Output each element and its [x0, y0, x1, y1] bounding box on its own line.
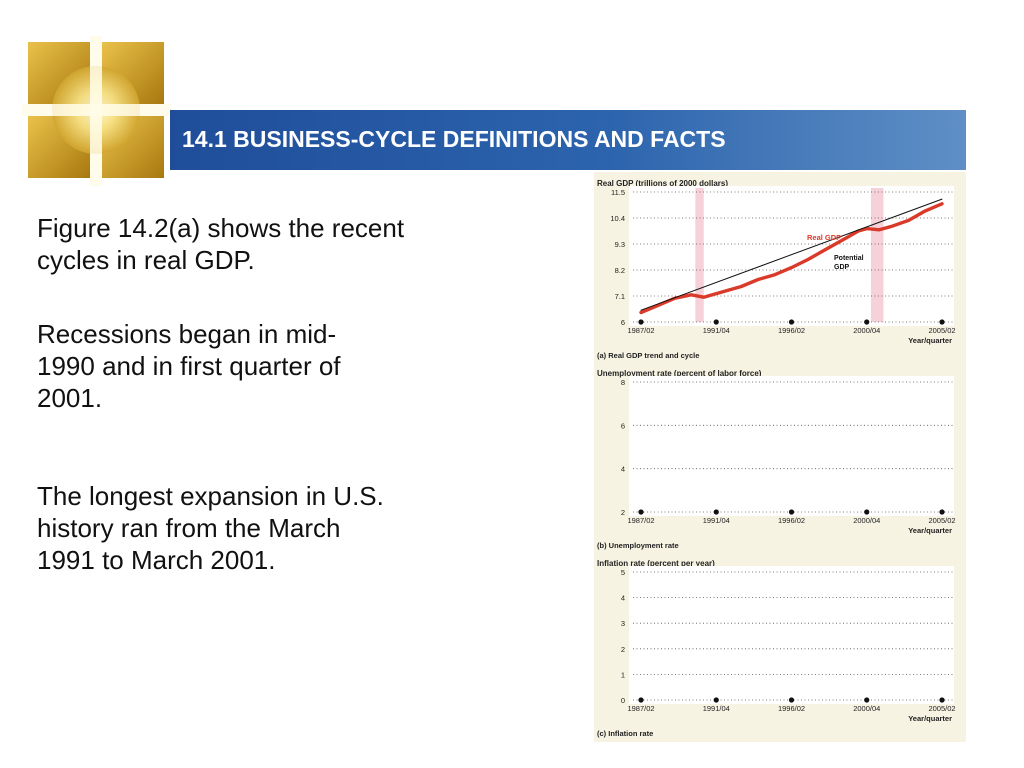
title-banner: 14.1 BUSINESS-CYCLE DEFINITIONS AND FACT…	[170, 110, 966, 170]
x-tick-label: 1991/04	[703, 516, 730, 525]
x-tick-dot	[638, 319, 644, 325]
paragraph-recessions: Recessions began in mid-1990 and in firs…	[37, 319, 341, 413]
panel-caption: (c) Inflation rate	[597, 729, 653, 738]
x-axis-label: Year/quarter	[908, 526, 952, 535]
x-tick-label: 1991/04	[703, 704, 730, 713]
y-tick-label: 11.5	[611, 188, 625, 197]
y-tick-label: 6	[621, 421, 625, 430]
y-tick-label: 9.3	[615, 240, 625, 249]
y-tick-label: 8.2	[615, 266, 625, 275]
x-tick-label: 1987/02	[627, 704, 654, 713]
x-tick-dot	[864, 509, 870, 515]
x-tick-dot	[788, 319, 795, 325]
x-tick-dot	[638, 697, 644, 703]
x-tick-label: 1996/02	[778, 516, 805, 525]
x-tick-dot	[864, 697, 870, 703]
x-tick-label: 2000/04	[853, 704, 880, 713]
real-gdp-line	[639, 202, 944, 315]
y-tick-label: 2	[621, 645, 625, 654]
y-tick-label: 4	[621, 594, 625, 603]
y-tick-label: 10.4	[610, 214, 625, 223]
series-label-real-gdp: Real GDP	[807, 233, 841, 242]
x-tick-dot	[788, 509, 795, 515]
recession-band	[870, 188, 884, 322]
x-axis-label: Year/quarter	[908, 336, 952, 345]
paragraph-expansion: The longest expansion in U.S. history ra…	[37, 481, 384, 575]
y-tick-label: 7.1	[615, 292, 625, 301]
panel-header: Inflation rate (percent per year)	[597, 559, 715, 568]
x-tick-dot	[939, 697, 945, 703]
panel-caption: (a) Real GDP trend and cycle	[597, 351, 699, 360]
panel-header: Real GDP (trillions of 2000 dollars)	[597, 179, 728, 188]
panel-header: Unemployment rate (percent of labor forc…	[597, 369, 762, 378]
x-tick-label: 2005/02	[928, 704, 955, 713]
x-tick-label: 1987/02	[627, 516, 654, 525]
x-tick-dot	[713, 697, 719, 703]
x-tick-dot	[638, 509, 644, 515]
y-tick-label: 3	[621, 619, 625, 628]
panel-caption: (b) Unemployment rate	[597, 541, 679, 550]
plot-area	[629, 376, 954, 516]
plot-area	[629, 566, 954, 704]
plot-area	[629, 186, 954, 326]
x-tick-label: 2000/04	[853, 326, 880, 335]
paragraph-figure-intro: Figure 14.2(a) shows the recent cycles i…	[37, 213, 405, 275]
x-tick-label: 1996/02	[778, 704, 805, 713]
logo-graphic	[22, 36, 172, 186]
series-label-potential-gdp: Potential	[834, 255, 864, 262]
x-tick-label: 2000/04	[853, 516, 880, 525]
golden-window-icon	[22, 36, 172, 186]
x-tick-dot	[713, 319, 719, 325]
x-axis-label: Year/quarter	[908, 714, 952, 723]
potential-gdp-line	[640, 198, 943, 311]
y-tick-label: 6	[621, 318, 625, 327]
figure-panel: Real GDP (trillions of 2000 dollars) 6 7.1…	[594, 172, 966, 742]
chart-figure: Real GDP (trillions of 2000 dollars) 6 7.1…	[597, 179, 956, 738]
recession-band	[695, 188, 704, 322]
x-tick-dot	[788, 697, 795, 703]
slide-title: 14.1 BUSINESS-CYCLE DEFINITIONS AND FACT…	[182, 126, 726, 152]
x-tick-dot	[939, 319, 945, 325]
x-tick-label: 1987/02	[627, 326, 654, 335]
x-tick-dot	[939, 509, 945, 515]
y-tick-label: 1	[621, 670, 625, 679]
y-tick-label: 2	[621, 508, 625, 517]
y-tick-label: 0	[621, 696, 625, 705]
y-tick-label: 4	[621, 465, 625, 474]
x-tick-label: 1996/02	[778, 326, 805, 335]
x-tick-dot	[864, 319, 870, 325]
y-tick-label: 5	[621, 568, 625, 577]
x-tick-label: 2005/02	[928, 516, 955, 525]
y-tick-label: 8	[621, 378, 625, 387]
x-tick-dot	[713, 509, 719, 515]
series-label-potential-gdp: GDP	[834, 264, 850, 271]
x-tick-label: 1991/04	[703, 326, 730, 335]
x-tick-label: 2005/02	[928, 326, 955, 335]
